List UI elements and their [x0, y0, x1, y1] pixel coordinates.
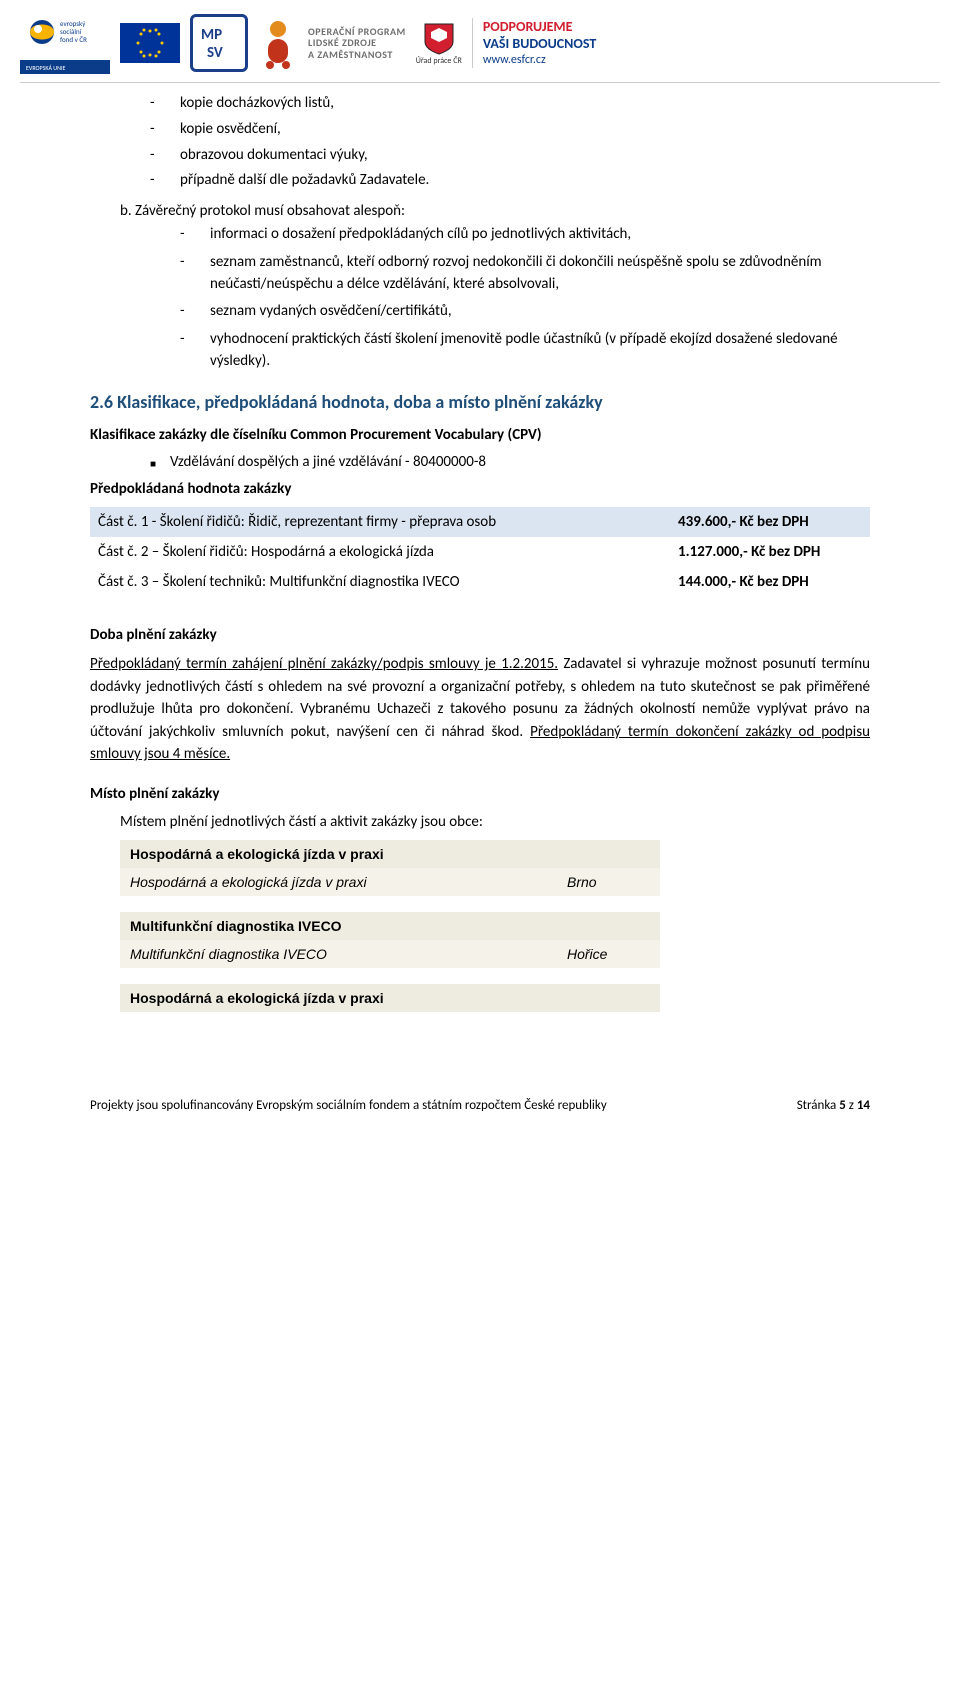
- loc-city: Brno: [557, 868, 660, 896]
- list-item: -seznam vydaných osvědčení/certifikátů,: [180, 301, 870, 323]
- op-lzz-text: OPERAČNÍ PROGRAM LIDSKÉ ZDROJE A ZAMĚSTN…: [308, 26, 406, 61]
- list-item: -vyhodnocení praktických částí školení j…: [180, 329, 870, 373]
- loc-head: Multifunkční diagnostika IVECO: [120, 912, 660, 940]
- list-item: -kopie osvědčení,: [150, 119, 870, 141]
- footer-page-num: 5: [839, 1098, 846, 1113]
- urad-prace-logo: Úřad práce ČR: [416, 20, 462, 66]
- item-text: případně další dle požadavků Zadavatele.: [180, 170, 429, 192]
- loc-head: Hospodárná a ekologická jízda v praxi: [120, 840, 660, 868]
- svg-text:fond v ČR: fond v ČR: [60, 35, 87, 44]
- item-text: seznam vydaných osvědčení/certifikátů,: [210, 301, 452, 323]
- footer-of: z: [846, 1098, 857, 1113]
- price-value: 439.600,- Kč bez DPH: [670, 507, 870, 537]
- price-table: Část č. 1 - Školení řidičů: Řidič, repre…: [90, 507, 870, 597]
- price-label: Část č. 1 - Školení řidičů: Řidič, repre…: [90, 507, 670, 537]
- page-content: -kopie docházkových listů, -kopie osvědč…: [0, 93, 960, 1058]
- loc-name: Hospodárná a ekologická jízda v praxi: [120, 868, 557, 896]
- price-label: Část č. 2 – Školení řidičů: Hospodárná a…: [90, 537, 670, 567]
- list-item: -případně další dle požadavků Zadavatele…: [150, 170, 870, 192]
- cpv-label: Klasifikace zakázky dle číselníku Common…: [90, 425, 870, 445]
- eu-flag: [120, 23, 180, 63]
- table-gap: [120, 896, 660, 912]
- item-text: obrazovou dokumentaci výuky,: [180, 145, 368, 167]
- list-item: -obrazovou dokumentaci výuky,: [150, 145, 870, 167]
- list-level2: -informaci o dosažení předpokládaných cí…: [180, 224, 870, 373]
- doba-paragraph: Předpokládaný termín zahájení plnění zak…: [90, 653, 870, 766]
- price-value: 144.000,- Kč bez DPH: [670, 567, 870, 597]
- page-footer: Projekty jsou spolufinancovány Evropským…: [0, 1058, 960, 1133]
- table-gap: [120, 968, 660, 984]
- location-table: Hospodárná a ekologická jízda v praxi Ho…: [120, 840, 660, 1012]
- loc-head: Hospodárná a ekologická jízda v praxi: [120, 984, 660, 1012]
- orange-icon: [258, 17, 298, 69]
- footer-page-total: 14: [857, 1098, 870, 1113]
- loc-name: Multifunkční diagnostika IVECO: [120, 940, 557, 968]
- svg-text:MP: MP: [201, 26, 222, 44]
- table-row: Část č. 2 – Školení řidičů: Hospodárná a…: [90, 537, 870, 567]
- footer-right: Stránka 5 z 14: [797, 1098, 870, 1113]
- loc-city: Hořice: [557, 940, 660, 968]
- table-row: Hospodárná a ekologická jízda v praxi: [120, 984, 660, 1012]
- item-text: kopie osvědčení,: [180, 119, 281, 141]
- cpv-bullet: ■ Vzdělávání dospělých a jiné vzdělávání…: [150, 453, 870, 471]
- table-row: Multifunkční diagnostika IVECO Hořice: [120, 940, 660, 968]
- square-bullet-icon: ■: [150, 453, 170, 471]
- predpokladana-label: Předpokládaná hodnota zakázky: [90, 479, 870, 499]
- item-text: vyhodnocení praktických částí školení jm…: [210, 329, 870, 373]
- table-row: Část č. 3 – Školení techniků: Multifunkč…: [90, 567, 870, 597]
- svg-text:SV: SV: [207, 44, 223, 62]
- svg-text:EVROPSKÁ UNIE: EVROPSKÁ UNIE: [26, 64, 66, 72]
- price-value: 1.127.000,- Kč bez DPH: [670, 537, 870, 567]
- item-text: kopie docházkových listů,: [180, 93, 334, 115]
- support-line2: VAŠI BUDOUCNOST: [483, 36, 596, 53]
- price-label: Část č. 3 – Školení techniků: Multifunkč…: [90, 567, 670, 597]
- item-text: seznam zaměstnanců, kteří odborný rozvoj…: [210, 252, 870, 296]
- list-item: -kopie docházkových listů,: [150, 93, 870, 115]
- misto-heading: Místo plnění zakázky: [90, 784, 870, 804]
- support-line1: PODPORUJEME: [483, 19, 596, 36]
- list-item: -seznam zaměstnanců, kteří odborný rozvo…: [180, 252, 870, 296]
- misto-intro: Místem plnění jednotlivých částí a aktiv…: [120, 812, 870, 832]
- cpv-item: Vzdělávání dospělých a jiné vzdělávání -…: [170, 453, 486, 471]
- table-row: Hospodárná a ekologická jízda v praxi Br…: [120, 868, 660, 896]
- mpsv-logo: MP SV: [190, 14, 248, 72]
- footer-page-label: Stránka: [797, 1098, 840, 1113]
- list-level1: -kopie docházkových listů, -kopie osvědč…: [150, 93, 870, 192]
- footer-left: Projekty jsou spolufinancovány Evropským…: [90, 1098, 607, 1113]
- support-text: PODPORUJEME VAŠI BUDOUCNOST www.esfcr.cz: [483, 19, 596, 67]
- op-line3: A ZAMĚSTNANOST: [308, 49, 406, 61]
- item-text: informaci o dosažení předpokládaných cíl…: [210, 224, 631, 246]
- table-row: Část č. 1 - Školení řidičů: Řidič, repre…: [90, 507, 870, 537]
- list-item: -informaci o dosažení předpokládaných cí…: [180, 224, 870, 246]
- lettered-b: b. Závěrečný protokol musí obsahovat ale…: [120, 202, 870, 220]
- header-divider: [20, 82, 940, 83]
- support-line3: www.esfcr.cz: [483, 53, 596, 67]
- header-logos: evropský sociální fond v ČR EVROPSKÁ UNI…: [0, 0, 960, 82]
- doba-heading: Doba plnění zakázky: [90, 625, 870, 645]
- doba-term-start: Předpokládaný termín zahájení plnění zak…: [90, 655, 558, 673]
- section-2-6-heading: 2.6 Klasifikace, předpokládaná hodnota, …: [90, 391, 870, 413]
- esf-logo: evropský sociální fond v ČR EVROPSKÁ UNI…: [20, 12, 110, 74]
- divider: [472, 18, 473, 68]
- up-label: Úřad práce ČR: [416, 56, 462, 66]
- table-row: Multifunkční diagnostika IVECO: [120, 912, 660, 940]
- table-row: Hospodárná a ekologická jízda v praxi: [120, 840, 660, 868]
